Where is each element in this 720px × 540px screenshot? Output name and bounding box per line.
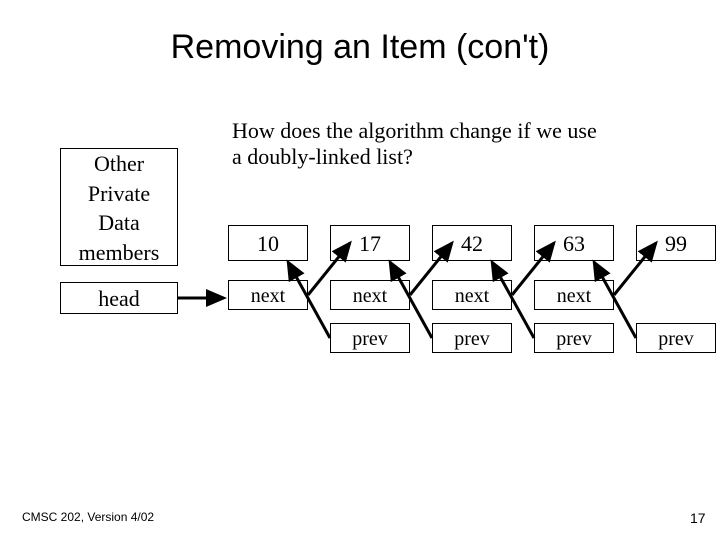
node-value: 63 [534,225,614,261]
prev-box: prev [432,323,512,353]
prev-box: prev [330,323,410,353]
members-line: Other [61,149,177,179]
members-box: Other Private Data members [60,148,178,266]
question-line-2: a doubly-linked list? [232,144,413,170]
head-box: head [60,282,178,314]
node-value: 10 [228,225,308,261]
page-number: 17 [690,510,706,526]
next-box: next [432,280,512,310]
page-title: Removing an Item (con't) [0,28,720,67]
node-value: 42 [432,225,512,261]
members-line: Data [61,208,177,238]
next-box: next [330,280,410,310]
footer-course: CMSC 202, Version 4/02 [22,510,154,524]
members-line: Private [61,179,177,209]
next-box: next [534,280,614,310]
prev-box: prev [534,323,614,353]
prev-box: prev [636,323,716,353]
node-value: 17 [330,225,410,261]
node-value: 99 [636,225,716,261]
question-line-1: How does the algorithm change if we use [232,118,597,144]
next-box: next [228,280,308,310]
members-line: members [61,238,177,268]
arrows-overlay [0,0,720,540]
